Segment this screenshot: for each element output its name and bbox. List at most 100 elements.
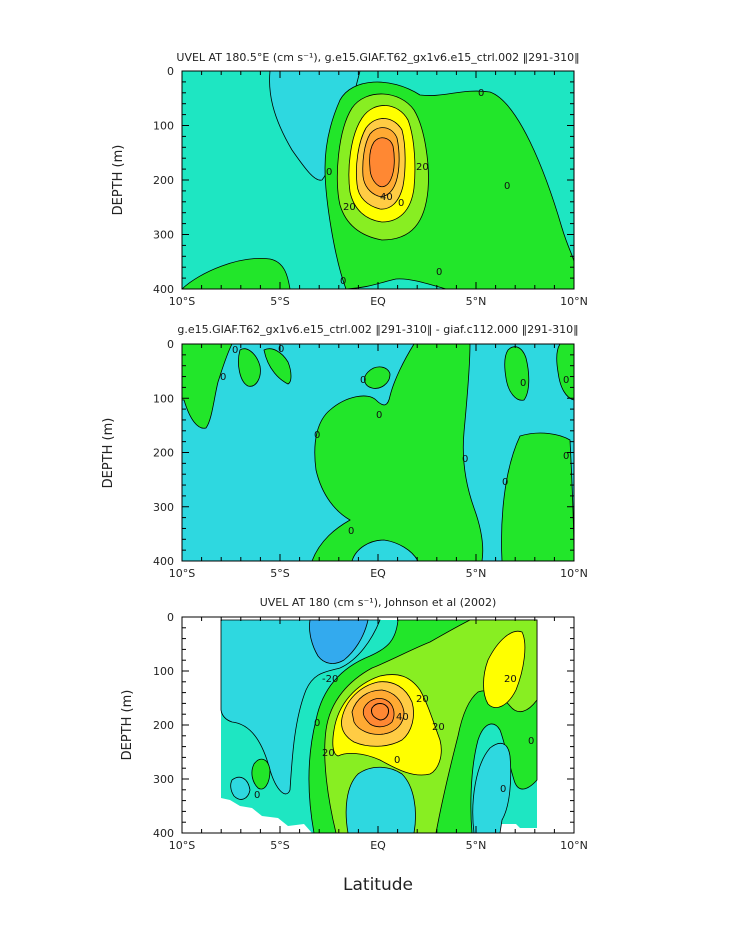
clabel-p3-20a: 20 [322,748,335,759]
x-tick-label: 10°N [560,295,588,308]
field-positive-central [311,344,484,561]
y-tick-label: 100 [153,665,174,678]
clabel-p3-40: 40 [396,712,409,723]
field-positive-50 [369,137,395,188]
clabel-p2-l: 0 [563,375,569,386]
panel-2-axes: 10°S 5°S EQ 5°N 10°N 0 100 200 300 400 [153,338,588,580]
field-positive-60 [371,703,389,721]
field-positive-small-a [238,348,261,387]
x-tick-label: 5°S [270,567,289,580]
clabel-p3-20d: 20 [416,694,429,705]
panel-3: UVEL AT 180 (cm s⁻¹), Johnson et al (200… [120,596,588,852]
panel-2-title: g.e15.GIAF.T62_gx1v6.e15_ctrl.002 ‖291-3… [177,323,578,336]
panel-3-ylabel: DEPTH (m) [120,690,135,761]
clabel-p2-j: 0 [502,477,508,488]
clabel-p3-0d: 0 [528,736,534,747]
clabel-p2-h: 0 [348,526,354,537]
clabel-p1-0f: 0 [398,198,404,209]
y-tick-label: 0 [167,65,174,78]
field-positive-west [182,344,233,429]
field-positive-east-top [504,346,530,401]
clabel-p2-i: 0 [520,378,526,389]
clabel-p1-0d: 0 [340,276,346,287]
y-tick-label: 200 [153,447,174,460]
field-positive-sw-patch [251,758,271,790]
y-tick-label: 200 [153,719,174,732]
clabel-p3-0e: 0 [254,790,260,801]
panel-1: UVEL AT 180.5°E (cm s⁻¹), g.e15.GIAF.T62… [111,51,588,308]
x-tick-label: 5°S [270,295,289,308]
clabel-p1-20b: 20 [343,202,356,213]
x-tick-label: 10°N [560,567,588,580]
clabel-p3-0b: 0 [394,755,400,766]
clabel-p3-20c: 20 [504,674,517,685]
clabel-p2-g: 0 [462,454,468,465]
clabel-p2-k: 0 [563,451,569,462]
clabel-p1-40: 40 [380,192,393,203]
clabel-p1-0e: 0 [436,267,442,278]
clabel-p1-20a: 20 [416,162,429,173]
clabel-p3-neg20: -20 [322,674,338,685]
clabel-p3-0c: 0 [500,784,506,795]
field-positive-small-b [263,348,292,385]
y-tick-label: 400 [153,827,174,840]
y-tick-label: 100 [153,120,174,133]
panel-1-fields [182,71,574,289]
x-tick-label: 10°S [169,567,195,580]
y-tick-label: 200 [153,174,174,187]
field-negative-deep [345,766,416,833]
y-tick-label: 100 [153,392,174,405]
y-tick-label: 400 [153,283,174,296]
field-negative-east [472,742,512,833]
panel-1-ylabel: DEPTH (m) [111,145,126,216]
x-tick-label: 10°S [169,839,195,852]
panel-2-fields [182,344,574,561]
panel-2: g.e15.GIAF.T62_gx1v6.e15_ctrl.002 ‖291-3… [101,323,588,580]
x-tick-label: 10°S [169,295,195,308]
clabel-p2-c: 0 [278,344,284,355]
clabel-p1-0c: 0 [504,181,510,192]
field-negative-sw-patch [230,776,251,800]
y-tick-label: 300 [153,773,174,786]
x-tick-label: 5°N [466,567,487,580]
clabel-p2-d: 0 [360,375,366,386]
field-negative-deep-bowl [351,539,419,561]
panel-2-contour-labels: 0 0 0 0 0 0 0 0 0 0 0 0 [220,344,569,537]
panel-3-fields [182,617,574,833]
field-positive-south [182,258,291,289]
clabel-p1-0a: 0 [478,88,484,99]
x-axis-label: Latitude [343,875,413,895]
panel-3-title: UVEL AT 180 (cm s⁻¹), Johnson et al (200… [260,596,497,609]
clabel-p2-b: 0 [220,372,226,383]
x-tick-label: 5°S [270,839,289,852]
x-tick-label: EQ [370,567,386,580]
clabel-p1-0b: 0 [326,167,332,178]
field-positive-20-east [483,630,526,708]
y-tick-label: 0 [167,338,174,351]
panel-2-ylabel: DEPTH (m) [101,418,116,489]
clabel-p3-0a: 0 [314,718,320,729]
y-tick-label: 300 [153,229,174,242]
x-tick-label: EQ [370,839,386,852]
x-tick-label: 5°N [466,839,487,852]
field-negative-north [220,619,381,795]
y-tick-label: 300 [153,501,174,514]
panel-3-contour-labels: -20 0 0 0 0 0 20 20 20 20 40 [254,674,534,801]
y-tick-label: 0 [167,611,174,624]
y-tick-label: 400 [153,555,174,568]
x-tick-label: 10°N [560,839,588,852]
clabel-p2-e: 0 [376,410,382,421]
field-positive-blob [364,366,391,389]
x-tick-label: EQ [370,295,386,308]
field-negative-deep-blue [309,619,369,664]
clabel-p3-20b: 20 [432,722,445,733]
panel-1-contour-labels: 0 0 0 0 0 0 20 20 40 [326,88,510,287]
x-tick-label: 5°N [466,295,487,308]
panel-1-title: UVEL AT 180.5°E (cm s⁻¹), g.e15.GIAF.T62… [176,51,579,64]
clabel-p2-a: 0 [232,345,238,356]
clabel-p2-f: 0 [314,430,320,441]
field-positive-east-edge [556,344,574,401]
